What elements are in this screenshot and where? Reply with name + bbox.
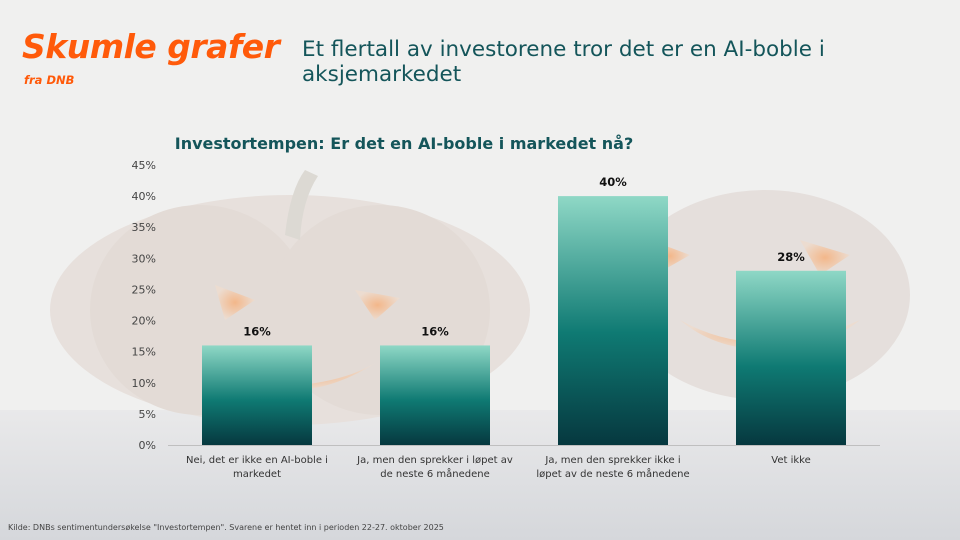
bar <box>736 270 846 445</box>
y-tick-label: 20% <box>132 315 156 328</box>
y-tick-label: 35% <box>132 221 156 234</box>
data-label: 16% <box>421 324 449 338</box>
y-tick-label: 30% <box>132 252 156 265</box>
x-tick-label: Nei, det er ikke en AI-boble i markedet <box>186 455 328 480</box>
bar <box>558 196 668 445</box>
y-tick-label: 25% <box>132 283 156 296</box>
brand-title: Skumle grafer <box>22 27 280 66</box>
x-tick-label: Ja, men den sprekker i løpet av de neste … <box>356 455 513 480</box>
data-label: 28% <box>777 250 805 264</box>
brand-subtitle: fra DNB <box>24 73 75 87</box>
y-tick-label: 10% <box>132 377 156 390</box>
bar <box>202 345 312 445</box>
chart-title: Investortempen: Er det en AI-boble i mar… <box>175 134 634 153</box>
data-label: 40% <box>599 175 627 189</box>
y-tick-label: 15% <box>132 346 156 359</box>
data-label: 16% <box>243 324 271 338</box>
bar <box>380 345 490 445</box>
y-tick-label: 45% <box>132 159 156 172</box>
y-tick-label: 40% <box>132 190 156 203</box>
x-tick-label: Vet ikke <box>771 455 810 466</box>
page-headline: Et flertall av investorene tror det er e… <box>302 37 825 87</box>
y-tick-label: 0% <box>139 439 156 452</box>
y-tick-label: 5% <box>139 408 156 421</box>
source-note: Kilde: DNBs sentimentundersøkelse "Inves… <box>8 523 444 532</box>
x-tick-label: Ja, men den sprekker ikke i løpet av de n… <box>536 455 689 480</box>
